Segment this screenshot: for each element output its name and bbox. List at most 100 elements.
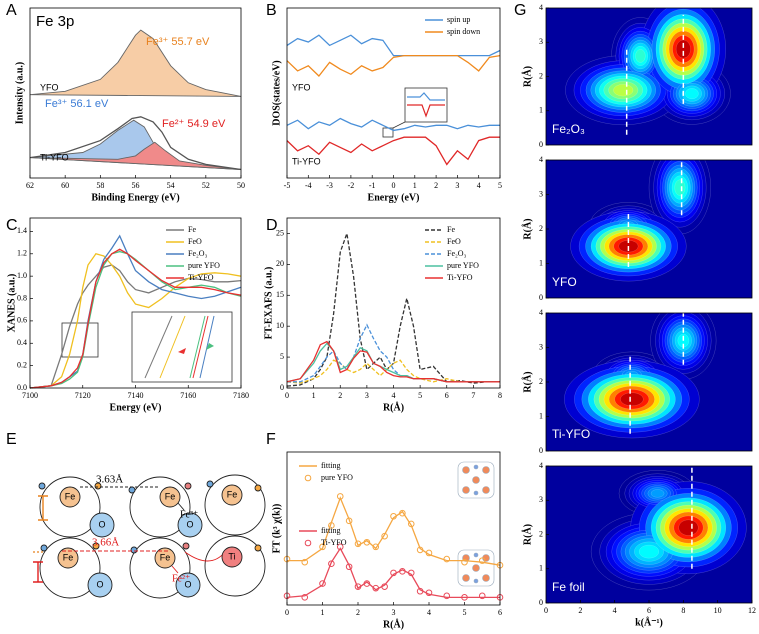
atom bbox=[221, 484, 243, 506]
annotation: Fe foil bbox=[552, 580, 585, 594]
annotation: YFO bbox=[292, 82, 311, 92]
cell bbox=[457, 461, 495, 499]
y-axis-label: R(Å) bbox=[521, 66, 533, 87]
atom bbox=[175, 572, 201, 598]
y-tick-label: 3 bbox=[539, 189, 543, 198]
dot bbox=[130, 546, 138, 554]
dot bbox=[482, 486, 490, 494]
data-point bbox=[443, 555, 451, 563]
bracket bbox=[33, 561, 43, 583]
x-tick-label: 5 bbox=[418, 391, 422, 400]
y-tick-label: 1 bbox=[539, 564, 543, 573]
x-tick-label: -4 bbox=[305, 181, 312, 190]
data-point bbox=[478, 592, 486, 600]
legend-label: pure YFO bbox=[447, 261, 479, 270]
y-tick-label: 2 bbox=[539, 224, 543, 233]
panel: 0 1 2 3 4 5 6 R(Å) FT (k³ χ(k)) fitting pure YFO fi… bbox=[271, 451, 504, 630]
data-point bbox=[363, 538, 371, 546]
x-tick-label: 4 bbox=[477, 181, 481, 190]
heatmap bbox=[546, 466, 752, 603]
atom-label: Fe bbox=[65, 491, 76, 501]
legend-label: spin down bbox=[447, 27, 480, 36]
dot bbox=[128, 486, 136, 494]
data-point bbox=[301, 594, 309, 601]
x-tick-label: 6 bbox=[498, 608, 502, 617]
annotation: Fe³⁺ 56.1 eV bbox=[45, 98, 109, 110]
atom bbox=[154, 547, 176, 569]
x-tick-label: 52 bbox=[202, 181, 210, 190]
atom bbox=[159, 486, 181, 508]
legend-label: Ti-YFO bbox=[447, 273, 473, 282]
y-axis-label: DOS(states/eV) bbox=[271, 60, 282, 126]
y-tick-label: 4 bbox=[539, 155, 543, 164]
data-point bbox=[461, 558, 468, 566]
x-tick-label: 56 bbox=[132, 181, 140, 190]
x-tick-label: 0 bbox=[285, 391, 289, 400]
contour bbox=[635, 49, 646, 63]
zoom-box bbox=[61, 322, 99, 358]
y-tick-label: 1.0 bbox=[17, 271, 27, 280]
contour bbox=[685, 88, 699, 100]
y-tick-label: 1 bbox=[539, 258, 543, 267]
annotation: Ti-YFO bbox=[552, 427, 590, 441]
y-tick-label: 0.4 bbox=[17, 338, 27, 347]
x-tick-label: 7120 bbox=[75, 391, 91, 400]
bracket bbox=[38, 495, 48, 521]
y-tick-label: 0 bbox=[539, 140, 543, 149]
data-point bbox=[416, 587, 424, 595]
x-tick-label: 3 bbox=[365, 391, 369, 400]
legend-label: spin up bbox=[447, 15, 470, 24]
y-tick-label: 0.8 bbox=[17, 293, 27, 302]
atom bbox=[57, 547, 79, 569]
series-line bbox=[29, 250, 242, 389]
y-tick-label: 0.2 bbox=[17, 360, 27, 369]
panel: 0 1 2 3 4 5 6 7 8 0 5 10 15 20 25 R(Å) FT-EXAFS (a.u.) Fe… bbox=[263, 217, 502, 413]
x-tick-label: 58 bbox=[96, 181, 104, 190]
dot bbox=[40, 544, 48, 552]
atom bbox=[177, 512, 203, 538]
dot bbox=[462, 486, 470, 494]
annotation: YFO bbox=[552, 275, 577, 289]
annotation: Fe₂O₃ bbox=[552, 122, 585, 136]
data-point bbox=[354, 540, 362, 548]
x-tick-label: 8 bbox=[681, 606, 685, 615]
y-tick-label: 2 bbox=[539, 377, 543, 386]
legend-marker bbox=[304, 539, 312, 547]
atom bbox=[59, 486, 81, 508]
dot bbox=[182, 542, 190, 550]
data-point bbox=[301, 558, 309, 566]
x-tick-label: 62 bbox=[26, 181, 34, 190]
legend-label: Fe bbox=[447, 225, 455, 234]
y-tick-label: 1.4 bbox=[17, 226, 27, 235]
panel: 62 60 58 56 54 52 50 Binding Energy (eV) Intensi… bbox=[14, 7, 245, 203]
data-point bbox=[354, 583, 362, 590]
x-tick-label: 0 bbox=[392, 181, 396, 190]
contour bbox=[613, 84, 634, 97]
dot bbox=[472, 564, 480, 572]
series-line bbox=[29, 234, 242, 389]
atom-label: Fe bbox=[165, 491, 176, 501]
dot bbox=[473, 490, 479, 496]
series-line bbox=[286, 54, 501, 77]
series-line bbox=[29, 116, 242, 171]
data-point bbox=[328, 560, 335, 567]
annotation: Fe³⁺ 55.7 eV bbox=[146, 36, 210, 48]
data-point bbox=[416, 546, 424, 554]
atom bbox=[89, 512, 115, 538]
legend-label: fitting bbox=[321, 461, 341, 470]
dot bbox=[472, 476, 480, 484]
y-axis-label: XANES (a.u.) bbox=[6, 274, 17, 333]
contour bbox=[675, 39, 691, 59]
x-tick-label: 3 bbox=[455, 181, 459, 190]
y-tick-label: 20 bbox=[276, 259, 284, 268]
ring bbox=[129, 537, 191, 599]
data-point bbox=[328, 522, 335, 529]
legend-marker bbox=[304, 474, 312, 482]
cell bbox=[457, 549, 495, 587]
legend-label: fitting bbox=[321, 526, 341, 535]
panel-label: B bbox=[266, 2, 277, 19]
x-tick-label: 1 bbox=[312, 391, 316, 400]
y-tick-label: 4 bbox=[539, 3, 543, 12]
x-tick-label: 10 bbox=[714, 606, 722, 615]
